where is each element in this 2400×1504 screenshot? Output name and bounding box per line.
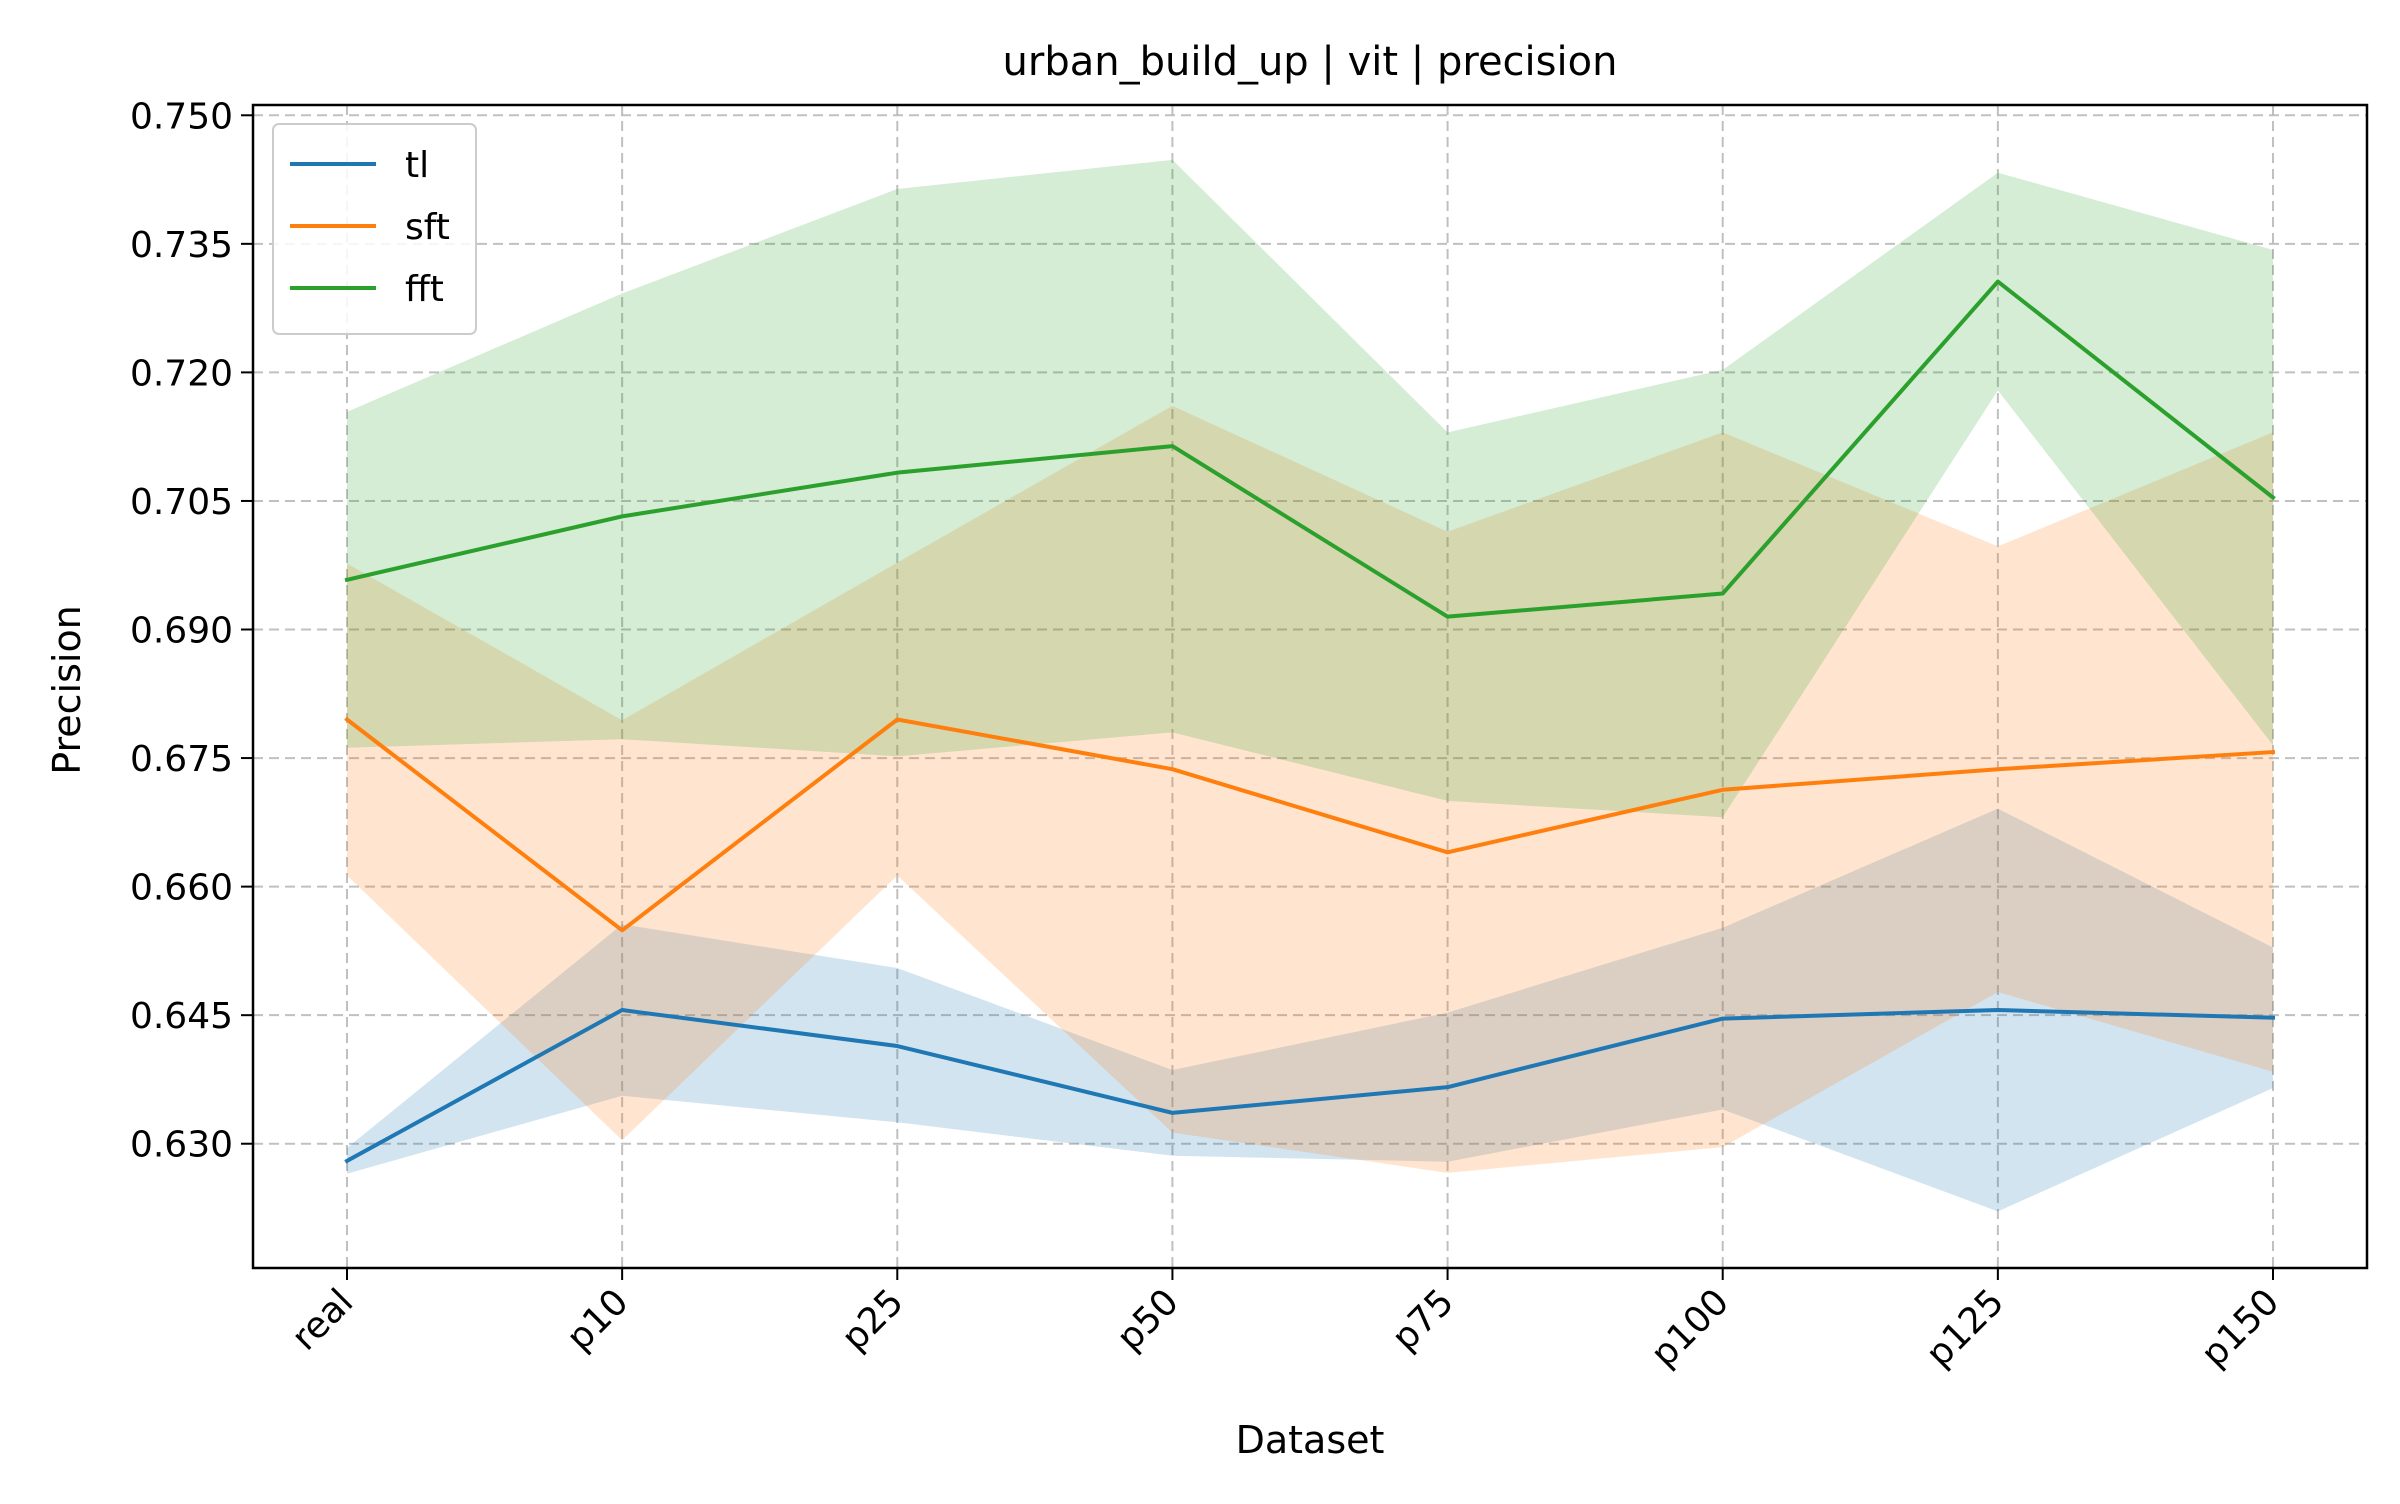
series-line-sft <box>344 716 2276 933</box>
y-tick-label: 0.705 <box>130 482 233 523</box>
series-line-tl <box>344 1008 2276 1164</box>
series-lines <box>344 279 2276 1164</box>
series-line-fft <box>344 279 2276 619</box>
y-tick-label: 0.675 <box>130 739 233 780</box>
band-sft <box>347 405 2273 1173</box>
legend-label-tl: tl <box>405 145 429 186</box>
legend-label-sft: sft <box>405 207 450 248</box>
grid <box>253 105 2367 1268</box>
y-tick-label: 0.630 <box>130 1125 233 1166</box>
y-tick-label: 0.690 <box>130 611 233 652</box>
plot-area-frame <box>251 103 2369 1270</box>
y-tick-label: 0.750 <box>130 96 233 137</box>
legend-box <box>272 123 477 335</box>
y-tick-label: 0.660 <box>130 868 233 909</box>
y-axis-label: Precision <box>45 605 89 775</box>
legend: tl sft fft <box>272 123 477 335</box>
band-fft <box>347 159 2273 818</box>
confidence-bands <box>347 159 2273 1212</box>
chart-title: urban_build_up | vit | precision <box>1003 39 1618 85</box>
band-tl <box>347 808 2273 1212</box>
y-tick-label: 0.720 <box>130 353 233 394</box>
x-axis-label: Dataset <box>1236 1418 1385 1462</box>
y-tick-label: 0.645 <box>130 996 233 1037</box>
y-tick-label: 0.735 <box>130 225 233 266</box>
legend-label-fft: fft <box>405 269 444 310</box>
